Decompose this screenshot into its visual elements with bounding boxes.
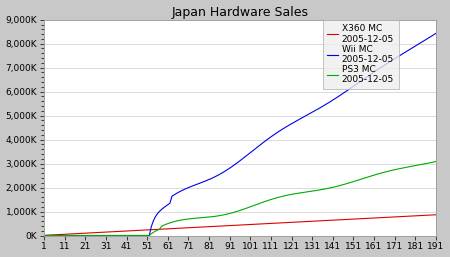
- Wii MC
2005-12-05: [322, 104, 327, 107]
- X360 MC
2005-12-05: [322, 219, 327, 222]
- X360 MC
2005-12-05: [314, 219, 319, 223]
- PS3 MC
2005-12-05: [307, 190, 313, 193]
- PS3 MC
2005-12-05: [334, 185, 340, 188]
- Wii MC
2005-12-05: [307, 112, 313, 115]
- Wii MC
2005-12-05: [41, 234, 47, 237]
- Wii MC
2005-12-05: [334, 96, 340, 99]
- Line: X360 MC
2005-12-05: X360 MC 2005-12-05: [44, 215, 436, 235]
- Wii MC
2005-12-05: [433, 32, 438, 35]
- PS3 MC
2005-12-05: [322, 188, 327, 191]
- Legend: X360 MC
2005-12-05, Wii MC
2005-12-05, PS3 MC
2005-12-05: X360 MC 2005-12-05, Wii MC 2005-12-05, P…: [323, 20, 399, 89]
- X360 MC
2005-12-05: [307, 220, 313, 223]
- Wii MC
2005-12-05: [256, 145, 261, 148]
- X360 MC
2005-12-05: [256, 223, 261, 226]
- X360 MC
2005-12-05: [334, 218, 340, 222]
- PS3 MC
2005-12-05: [41, 234, 47, 237]
- PS3 MC
2005-12-05: [433, 160, 438, 163]
- PS3 MC
2005-12-05: [256, 202, 261, 205]
- Wii MC
2005-12-05: [314, 108, 319, 112]
- Title: Japan Hardware Sales: Japan Hardware Sales: [171, 6, 308, 19]
- Line: Wii MC
2005-12-05: Wii MC 2005-12-05: [44, 33, 436, 235]
- X360 MC
2005-12-05: [41, 234, 47, 237]
- Wii MC
2005-12-05: [120, 234, 125, 237]
- X360 MC
2005-12-05: [120, 230, 125, 233]
- PS3 MC
2005-12-05: [120, 234, 125, 237]
- Line: PS3 MC
2005-12-05: PS3 MC 2005-12-05: [44, 161, 436, 235]
- X360 MC
2005-12-05: [433, 213, 438, 216]
- PS3 MC
2005-12-05: [314, 189, 319, 192]
